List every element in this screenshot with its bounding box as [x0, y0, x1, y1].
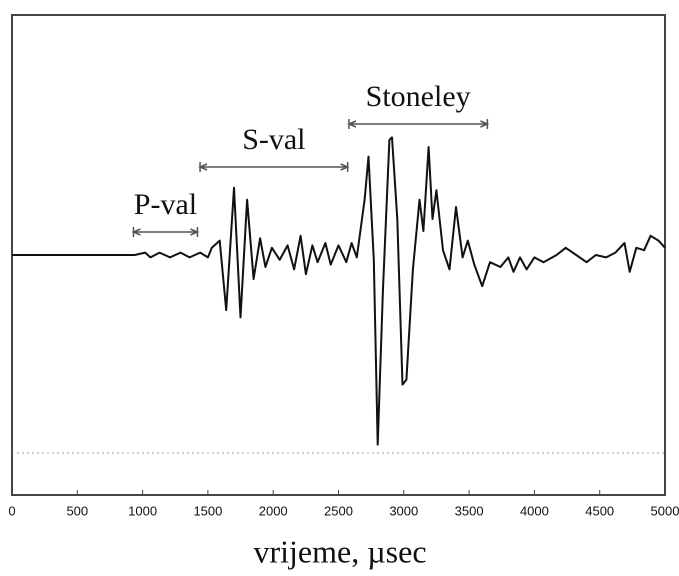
annotation-arrow	[131, 227, 200, 237]
annotation-label: S-val	[242, 123, 305, 156]
x-tick-label: 5000	[651, 503, 679, 518]
x-axis-label: vrijeme, µsec	[253, 533, 426, 569]
x-tick-label: 1500	[193, 503, 222, 518]
x-tick-label: 4500	[585, 503, 614, 518]
annotation-arrow	[198, 162, 350, 172]
x-tick-label: 500	[66, 503, 88, 518]
waveform-line	[12, 136, 666, 446]
x-tick-label: 2000	[259, 503, 288, 518]
x-tick-label: 1000	[128, 503, 157, 518]
x-tick-label: 4000	[520, 503, 549, 518]
x-tick-label: 0	[8, 503, 15, 518]
annotation-label: Stoneley	[366, 80, 471, 113]
x-tick-label: 3500	[455, 503, 484, 518]
x-tick-label: 3000	[389, 503, 418, 518]
x-tick-label: 2500	[324, 503, 353, 518]
annotation-label: P-val	[134, 188, 197, 221]
annotation-arrow	[347, 119, 490, 129]
